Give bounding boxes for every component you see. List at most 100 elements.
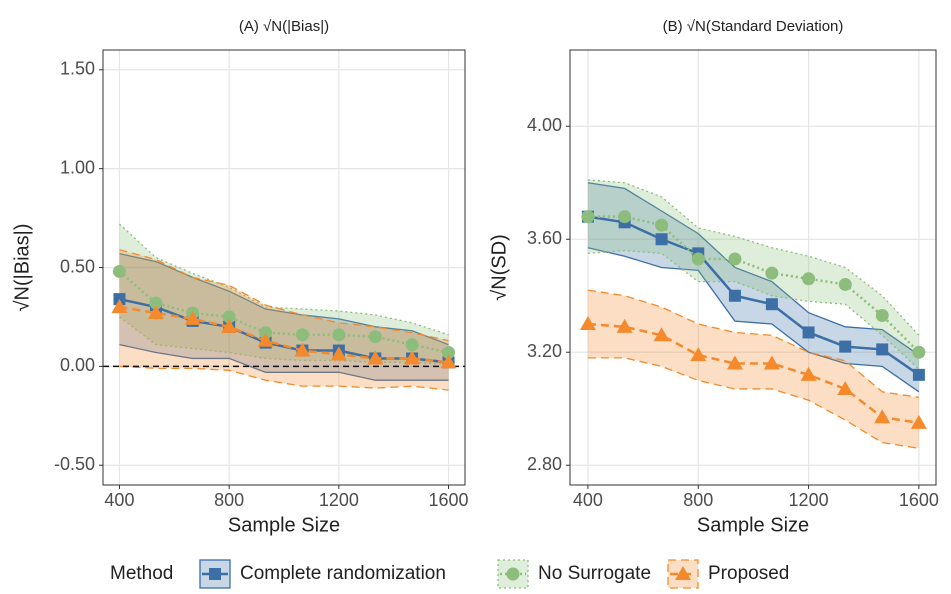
point — [875, 309, 889, 323]
point — [184, 310, 201, 325]
point — [912, 345, 926, 359]
point — [616, 318, 633, 333]
ribbon — [119, 224, 449, 365]
point — [726, 355, 743, 370]
point — [111, 299, 128, 314]
point — [691, 252, 705, 266]
ribbon-edge — [587, 247, 920, 393]
point — [367, 350, 384, 365]
x-tick-label: 800 — [214, 490, 244, 510]
point — [655, 233, 668, 246]
point — [763, 355, 780, 370]
point — [876, 343, 889, 356]
y-tick-label: 0.50 — [60, 256, 95, 276]
ribbon-edge — [587, 182, 920, 356]
point — [910, 414, 927, 429]
point — [800, 366, 817, 381]
point — [442, 346, 456, 360]
ribbon — [587, 182, 919, 392]
point — [802, 272, 816, 286]
point — [839, 340, 852, 353]
point — [728, 252, 742, 266]
ribbon — [587, 290, 919, 449]
chart-title: (B) √N(Standard Deviation) — [663, 18, 844, 35]
x-tick-label: 1200 — [319, 490, 359, 510]
x-tick-label: 1600 — [899, 490, 939, 510]
point — [147, 304, 164, 319]
point — [368, 330, 382, 344]
point — [581, 210, 595, 224]
point — [257, 332, 274, 347]
point — [838, 277, 852, 291]
ribbon-edge — [119, 343, 449, 381]
point — [765, 266, 779, 280]
point — [404, 350, 421, 365]
point — [149, 296, 163, 310]
point — [579, 315, 596, 330]
ribbon-edge — [119, 249, 449, 342]
ribbon-edge — [587, 249, 920, 370]
point — [330, 346, 347, 361]
y-axis-title: √N(|Bias|) — [11, 223, 33, 311]
point — [332, 328, 346, 342]
legend-label: No Surrogate — [538, 563, 651, 584]
point — [802, 326, 815, 339]
y-tick-label: 1.00 — [60, 157, 95, 177]
point — [765, 298, 778, 311]
point — [837, 380, 854, 395]
y-tick-label: -0.50 — [54, 454, 95, 474]
ribbon-edge — [587, 289, 919, 399]
legend-key-marker — [209, 568, 221, 580]
chart-title: (A) √N(|Bias|) — [239, 18, 329, 35]
x-tick-label: 400 — [573, 490, 603, 510]
ribbon-edge — [587, 357, 919, 449]
y-tick-label: 4.00 — [527, 115, 562, 135]
point — [874, 409, 891, 424]
plot-border — [102, 49, 466, 486]
y-tick-label: 2.80 — [527, 454, 562, 474]
series-line — [119, 305, 449, 364]
ribbon — [119, 253, 449, 381]
legend-label: Complete randomization — [240, 563, 446, 584]
y-tick-label: 0.00 — [60, 355, 95, 375]
point — [653, 327, 670, 342]
series-line — [587, 322, 920, 425]
legend-label: Proposed — [708, 563, 789, 584]
plot-border — [569, 49, 937, 486]
y-tick-label: 1.50 — [60, 59, 95, 79]
ribbon — [587, 179, 919, 370]
series-line — [118, 270, 449, 354]
point — [655, 218, 669, 232]
point — [912, 368, 925, 381]
series-line — [587, 215, 920, 354]
ribbon-edge — [587, 179, 920, 336]
ribbon — [119, 249, 449, 391]
point — [728, 289, 741, 302]
x-tick-label: 400 — [104, 490, 134, 510]
point — [222, 310, 236, 324]
point — [221, 318, 238, 333]
y-axis-title: √N(SD) — [488, 234, 510, 301]
y-tick-label: 3.20 — [527, 341, 562, 361]
legend-key-marker — [506, 567, 520, 581]
ribbon-edge — [119, 253, 449, 346]
x-tick-label: 1600 — [429, 490, 469, 510]
x-tick-label: 800 — [683, 490, 713, 510]
x-tick-label: 1200 — [789, 490, 829, 510]
x-axis-title: Sample Size — [228, 514, 340, 536]
point — [295, 328, 309, 342]
legend-title: Method — [110, 563, 173, 584]
point — [690, 347, 707, 362]
series-line — [587, 215, 920, 376]
point — [405, 338, 419, 352]
y-tick-label: 3.60 — [527, 228, 562, 248]
point — [294, 342, 311, 357]
point — [440, 354, 457, 369]
x-axis-title: Sample Size — [697, 514, 809, 536]
legend-key-marker — [675, 566, 691, 580]
point — [112, 264, 126, 278]
ribbon-edge — [119, 365, 449, 391]
point — [618, 210, 632, 224]
